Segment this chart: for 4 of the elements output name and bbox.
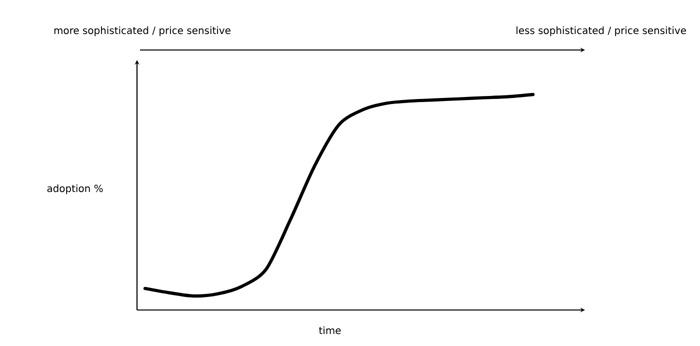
text: less sophisticated / price sensitive bbox=[516, 26, 686, 36]
x-axis-title: time bbox=[319, 326, 341, 334]
text: more sophisticated / price sensitive bbox=[54, 26, 230, 36]
y-axis-title: adoption % bbox=[47, 184, 103, 194]
